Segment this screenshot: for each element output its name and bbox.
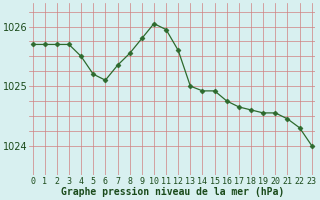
X-axis label: Graphe pression niveau de la mer (hPa): Graphe pression niveau de la mer (hPa) (60, 187, 284, 197)
